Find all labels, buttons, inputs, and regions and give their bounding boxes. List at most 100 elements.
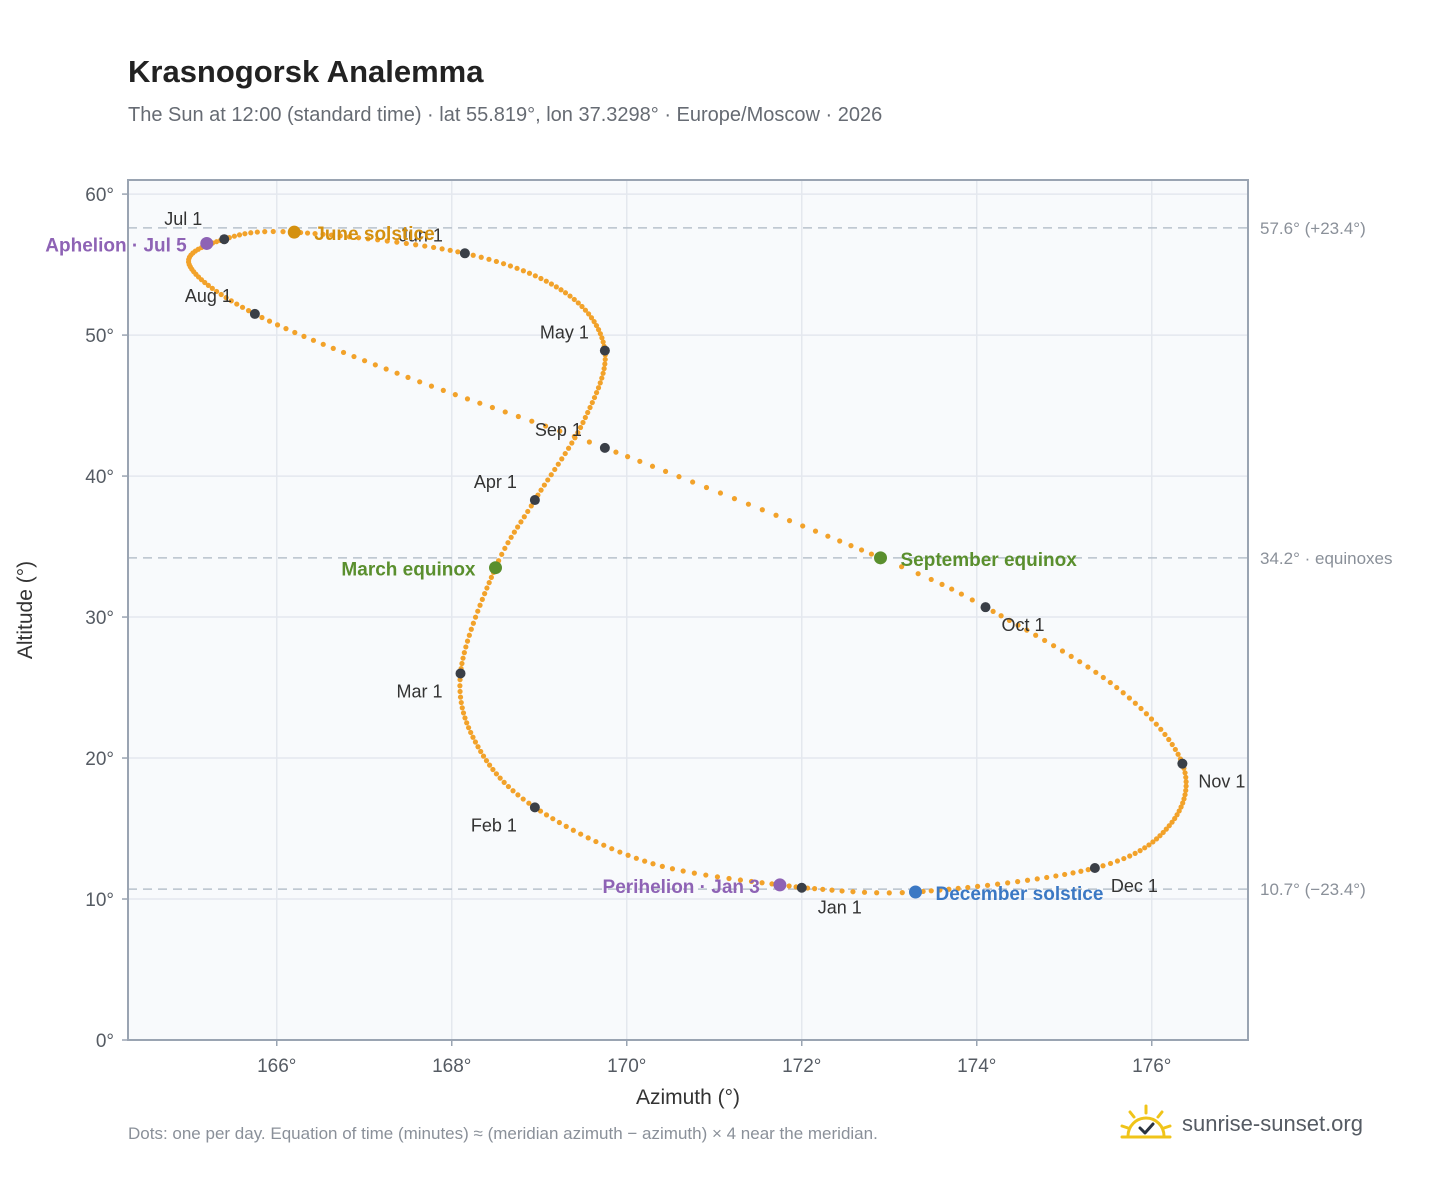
event-marker [489,561,502,575]
daily-dot [597,331,603,337]
daily-dot [861,889,868,895]
daily-dot [479,596,485,602]
reference-line-label: 10.7° (−23.4°) [1260,880,1366,899]
month-markers: Jan 1 Feb 1 Mar 1 Apr 1 May 1 Jun 1 Jul 1 Aug 1… [164,209,1245,918]
daily-dot [1100,674,1106,681]
month-marker [529,802,540,813]
daily-dot [691,870,697,876]
y-axis-title: Altitude (°) [14,561,37,659]
daily-dot [209,285,215,291]
event-label: March equinox [341,560,476,581]
daily-dot [330,345,336,351]
daily-dot [459,660,465,667]
daily-dot [480,753,487,759]
daily-dot [899,564,905,570]
daily-dot [1034,876,1040,882]
daily-dot [1044,874,1050,881]
daily-dot [470,620,476,626]
daily-dot [602,356,608,363]
daily-dot [886,890,892,896]
daily-dots [185,228,1189,896]
daily-dot [310,337,317,343]
daily-dot [1015,879,1021,885]
daily-dot [301,333,307,339]
daily-dot [550,816,556,822]
daily-dot [586,439,592,445]
daily-dot [1050,643,1057,649]
daily-dot [518,519,524,525]
daily-dot [984,882,991,888]
daily-dot [556,819,562,826]
daily-dot [587,404,593,411]
daily-dot [1142,845,1148,851]
daily-dot [599,375,605,381]
daily-dot [475,744,481,750]
daily-dot [1068,653,1074,659]
daily-dot [245,308,252,314]
daily-dot [548,472,554,478]
daily-dot [482,591,488,597]
daily-dot [601,842,607,848]
daily-dot [545,477,551,483]
daily-dot [800,523,806,529]
daily-dot [475,608,481,614]
daily-dot [579,303,585,310]
daily-dot [422,243,428,249]
daily-dot [458,699,464,706]
daily-dot [1062,871,1068,878]
daily-dot [1033,632,1039,638]
daily-dot [346,234,352,240]
y-tick-label: 0° [96,1031,114,1052]
daily-dot [812,886,818,892]
daily-dot [1114,858,1121,864]
daily-dot [769,881,775,887]
month-label: Oct 1 [1002,615,1045,635]
month-label: May 1 [540,323,589,343]
daily-dot [457,694,464,700]
daily-dot [874,890,880,896]
y-tick-label: 30° [85,608,114,629]
daily-dot [447,247,453,253]
daily-dot [464,638,471,644]
daily-dot [543,278,549,284]
daily-dot [998,613,1004,619]
daily-dot [571,433,577,440]
daily-dot [1172,746,1178,753]
daily-dot [304,230,311,236]
daily-dot [1114,684,1120,691]
daily-dot [507,263,514,269]
daily-dot [463,644,469,650]
month-marker [980,602,991,613]
daily-dot [328,232,335,238]
daily-dot [280,229,286,235]
daily-dot [680,868,686,874]
daily-dot [825,533,831,539]
daily-dot [213,239,220,245]
daily-dot [462,715,468,721]
daily-dot [484,585,490,591]
y-tick-label: 20° [85,749,114,770]
daily-dot [577,424,584,431]
daily-dot [1169,741,1175,748]
event-marker [909,885,922,899]
daily-dot [1174,812,1180,818]
month-label: Mar 1 [396,681,442,701]
daily-dot [773,512,779,518]
month-label: Nov 1 [1198,772,1245,792]
daily-dot [413,242,419,248]
daily-dot [1121,855,1127,862]
daily-dot [1107,679,1113,686]
daily-dot [593,322,600,329]
daily-dot [461,650,467,656]
daily-dot [1042,637,1048,644]
daily-dot [829,887,835,893]
daily-dot [375,237,381,243]
daily-dot [231,233,237,239]
daily-dot [521,514,527,520]
brand-logo[interactable]: sunrise-sunset.org [1120,1104,1363,1144]
month-label: Sep 1 [535,420,582,440]
daily-dot [466,632,472,638]
daily-dot [1182,792,1188,798]
daily-dot [1176,808,1182,814]
month-label: Jul 1 [164,209,202,229]
